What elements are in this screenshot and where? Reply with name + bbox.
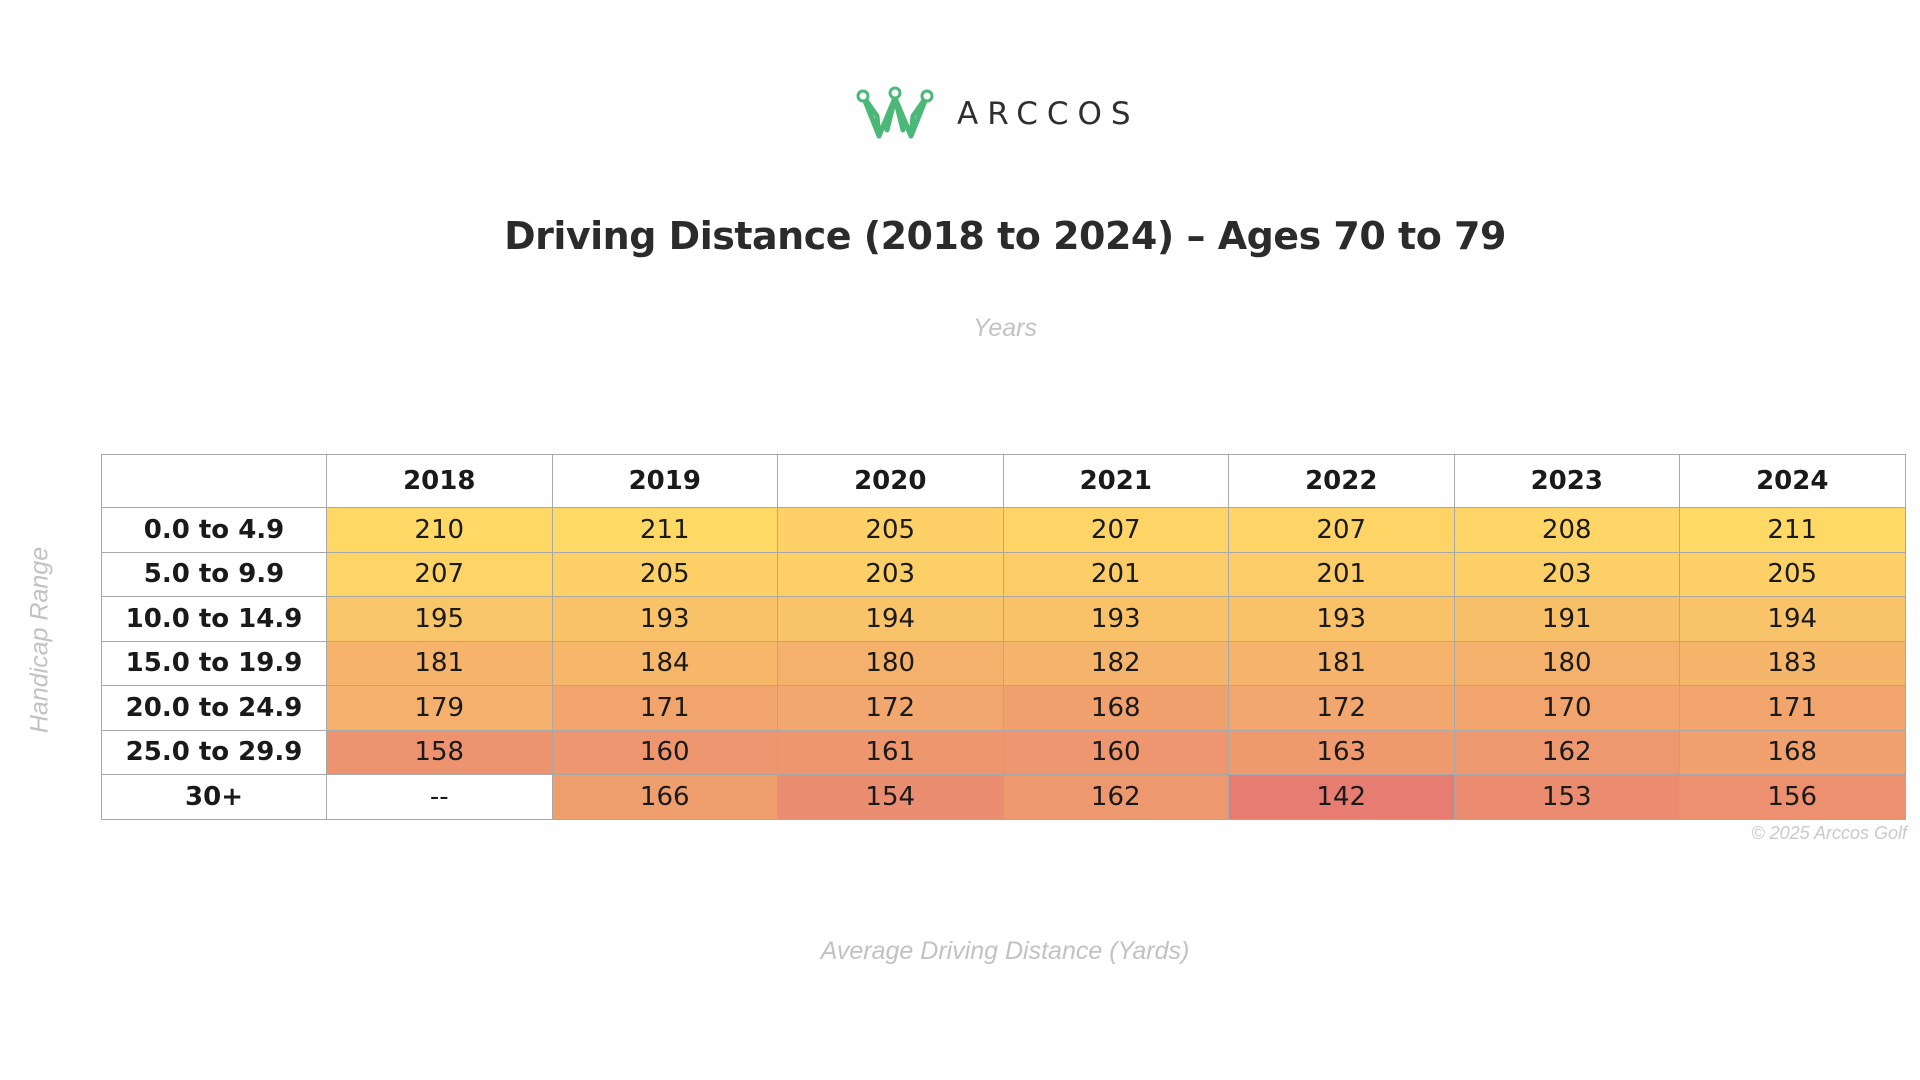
heat-cell: 211 [551, 507, 778, 553]
heat-cell: 201 [1228, 551, 1455, 597]
heat-cell: 160 [1002, 729, 1229, 775]
handicap-range-label: 0.0 to 4.9 [101, 507, 327, 553]
table-row: 20.0 to 24.9 179 171 172 168 172 170 171 [101, 685, 1906, 731]
heat-cell: 195 [326, 596, 553, 642]
heat-cell: -- [326, 774, 553, 820]
year-header: 2019 [551, 454, 778, 508]
heat-cell: 168 [1679, 729, 1906, 775]
year-header: 2021 [1002, 454, 1229, 508]
heat-cell: 156 [1679, 774, 1906, 820]
heat-cell: 201 [1002, 551, 1229, 597]
table-row: 5.0 to 9.9 207 205 203 201 201 203 205 [101, 551, 1906, 597]
handicap-range-label: 15.0 to 19.9 [101, 640, 327, 686]
heat-cell: 191 [1453, 596, 1680, 642]
heat-cell: 182 [1002, 640, 1229, 686]
heat-cell: 194 [1679, 596, 1906, 642]
heat-cell: 162 [1002, 774, 1229, 820]
heat-cell: 172 [777, 685, 1004, 731]
heat-cell: 194 [777, 596, 1004, 642]
heat-cell: 158 [326, 729, 553, 775]
heat-cell: 207 [326, 551, 553, 597]
heat-cell: 153 [1453, 774, 1680, 820]
heat-cell: 180 [1453, 640, 1680, 686]
heat-cell: 193 [1228, 596, 1455, 642]
table-row: 0.0 to 4.9 210 211 205 207 207 208 211 [101, 507, 1906, 553]
table-row: 25.0 to 29.9 158 160 161 160 163 162 168 [101, 729, 1906, 775]
heat-cell: 171 [551, 685, 778, 731]
header-row: 2018 2019 2020 2021 2022 2023 2024 [101, 454, 1906, 508]
x-axis-title: Years [973, 314, 1037, 342]
heat-cell: 168 [1002, 685, 1229, 731]
heat-cell: 205 [1679, 551, 1906, 597]
handicap-range-label: 5.0 to 9.9 [101, 551, 327, 597]
heat-cell: 210 [326, 507, 553, 553]
heat-cell: 180 [777, 640, 1004, 686]
brand-name: ARCCOS [957, 96, 1140, 132]
heat-cell: 162 [1453, 729, 1680, 775]
heat-cell: 160 [551, 729, 778, 775]
heat-cell: 166 [551, 774, 778, 820]
heat-cell: 172 [1228, 685, 1455, 731]
heat-cell: 208 [1453, 507, 1680, 553]
heat-cell: 183 [1679, 640, 1906, 686]
heat-cell: 205 [777, 507, 1004, 553]
heat-cell: 154 [777, 774, 1004, 820]
heat-cell: 179 [326, 685, 553, 731]
corner-cell [101, 454, 327, 508]
heat-cell: 170 [1453, 685, 1680, 731]
copyright-note: © 2025 Arccos Golf [1751, 823, 1907, 843]
heat-cell: 207 [1002, 507, 1229, 553]
heat-cell: 163 [1228, 729, 1455, 775]
heat-cell: 181 [326, 640, 553, 686]
heat-cell: 184 [551, 640, 778, 686]
heat-cell: 207 [1228, 507, 1455, 553]
heatmap-table: 2018 2019 2020 2021 2022 2023 2024 0.0 to 4.9 2… [101, 454, 1906, 820]
table-row: 10.0 to 14.9 195 193 194 193 193 191 194 [101, 596, 1906, 642]
chart-caption: Average Driving Distance (Yards) [820, 937, 1190, 965]
table-row: 15.0 to 19.9 181 184 180 182 181 180 183 [101, 640, 1906, 686]
year-header: 2023 [1453, 454, 1680, 508]
y-axis-title: Handicap Range [25, 546, 54, 734]
year-header: 2024 [1679, 454, 1906, 508]
handicap-range-label: 20.0 to 24.9 [101, 685, 327, 731]
year-header: 2022 [1228, 454, 1455, 508]
table-row: 30+ -- 166 154 162 142 153 156 [101, 774, 1906, 820]
crown-logo-icon [856, 86, 934, 139]
year-header: 2018 [326, 454, 553, 508]
year-header: 2020 [777, 454, 1004, 508]
handicap-range-label: 25.0 to 29.9 [101, 729, 327, 775]
heat-cell: 203 [777, 551, 1004, 597]
heat-cell: 211 [1679, 507, 1906, 553]
brand-logo: ARCCOS [855, 84, 1140, 144]
heat-cell: 193 [1002, 596, 1229, 642]
heat-cell: 181 [1228, 640, 1455, 686]
heat-cell: 171 [1679, 685, 1906, 731]
chart-title: Driving Distance (2018 to 2024) – Ages 7… [504, 214, 1506, 258]
heat-cell: 205 [551, 551, 778, 597]
heat-cell: 142 [1228, 774, 1455, 820]
heat-cell: 203 [1453, 551, 1680, 597]
handicap-range-label: 10.0 to 14.9 [101, 596, 327, 642]
heat-cell: 193 [551, 596, 778, 642]
handicap-range-label: 30+ [101, 774, 327, 820]
heat-cell: 161 [777, 729, 1004, 775]
